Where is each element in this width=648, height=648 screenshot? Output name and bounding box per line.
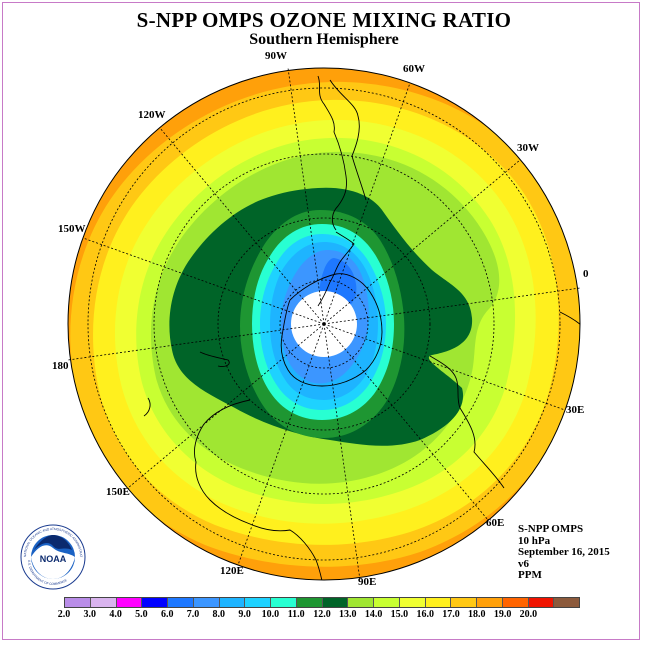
info-units: PPM	[518, 569, 542, 581]
lon-label-0: 0	[583, 268, 589, 280]
colorbar-tick-label: 16.0	[416, 609, 434, 620]
africa-coast	[429, 311, 580, 489]
colorbar-tick-label: 15.0	[390, 609, 409, 620]
colorbar-segment	[502, 598, 529, 607]
meridian-120e	[237, 323, 325, 566]
meridian-90w	[287, 67, 325, 325]
colorbar-tick-label: 7.0	[186, 609, 200, 620]
meridian-0-180	[323, 287, 581, 325]
meridian-30e	[323, 323, 566, 411]
colorbar-tick-label: 3.0	[83, 609, 97, 620]
south-america-coast	[317, 75, 367, 231]
map-title: S-NPP OMPS OZONE MIXING RATIO	[136, 8, 512, 32]
meridian-120w	[159, 127, 325, 325]
colorbar-tick-label: 11.0	[287, 609, 305, 620]
colorbar-segment	[193, 598, 220, 607]
colorbar-tick-label: 8.0	[212, 609, 226, 620]
map-subtitle: Southern Hemisphere	[249, 31, 399, 48]
colorbar-tick-label: 17.0	[442, 609, 460, 620]
lon-label-30w: 30W	[517, 142, 539, 154]
colorbar-tick-label: 14.0	[364, 609, 383, 620]
graticule	[67, 67, 581, 581]
colorbar-segment	[554, 598, 579, 607]
latitude-circle-60s	[217, 217, 431, 431]
colorbar-segment	[477, 598, 503, 607]
colorbar-ticks: 2.0 3.0 4.0 5.0 6.0 7.0 8.0 9.0 10.0 11.0 12.0 13.0…	[0, 609, 648, 623]
colorbar-segment	[168, 598, 194, 607]
lon-label-120w: 120W	[138, 109, 166, 121]
colorbar-segment	[219, 598, 246, 607]
colorbar-tick-label: 10.0	[261, 609, 280, 620]
colorbar-tick-label: 13.0	[339, 609, 357, 620]
colorbar-segment	[65, 598, 91, 607]
colorbar-segment	[374, 598, 400, 607]
colorbar-tick-label: 19.0	[493, 609, 512, 620]
meridian-90e	[323, 323, 361, 581]
colorbar-segment	[142, 598, 168, 607]
product-info: S-NPP OMPS 10 hPa September 16, 2015 v6 …	[518, 523, 610, 582]
antarctica-coast	[280, 273, 383, 387]
meridian-150e	[127, 323, 325, 489]
colorbar-tick-label: 2.0	[57, 609, 71, 620]
colorbar-segment	[528, 598, 555, 607]
info-instrument: S-NPP OMPS	[518, 523, 584, 535]
info-level: 10 hPa	[518, 534, 551, 547]
meridian-60e	[323, 323, 489, 521]
new-zealand-coast	[143, 351, 230, 417]
lon-label-120e: 120E	[220, 565, 244, 577]
colorbar-tick-label: 6.0	[160, 609, 174, 620]
info-date: September 16, 2015	[518, 546, 610, 558]
lon-label-60e: 60E	[486, 517, 505, 529]
lon-label-60w: 60W	[403, 63, 425, 75]
meridian-30w	[323, 159, 521, 325]
colorbar-segment	[322, 598, 349, 607]
latitude-circle-80s	[279, 279, 369, 369]
colorbar-segment	[451, 598, 477, 607]
colorbar-segment	[399, 598, 426, 607]
colorbar-segment	[425, 598, 452, 607]
colorbar-tick-label: 20.0	[519, 609, 538, 620]
colorbar-tick-label: 12.0	[313, 609, 331, 620]
antarctic-peninsula	[317, 231, 355, 307]
figure-frame	[2, 2, 640, 640]
colorbar-tick-label: 5.0	[135, 609, 148, 620]
lon-label-30e: 30E	[566, 404, 585, 416]
lon-label-90w: 90W	[265, 50, 287, 62]
lon-label-150w: 150W	[58, 223, 86, 235]
latitude-circle-40s	[153, 153, 495, 495]
info-version: v6	[518, 557, 529, 570]
colorbar-segment	[90, 598, 117, 607]
meridian-150w	[82, 237, 325, 325]
lon-label-150e: 150E	[106, 486, 130, 498]
colorbar-segment	[348, 598, 374, 607]
latitude-circle-20s	[87, 87, 561, 561]
colorbar-tick-label: 18.0	[468, 609, 486, 620]
ozone-field	[68, 68, 580, 580]
colorbar-segment	[116, 598, 143, 607]
noaa-logo: NOAA NATIONAL OCEANIC AND ATMOSPHERIC AD…	[20, 524, 86, 590]
colorbar-segment	[271, 598, 297, 607]
meridian-180	[67, 323, 325, 361]
colorbar-segment	[245, 598, 271, 607]
meridian-60w	[323, 82, 411, 325]
colorbar-tick-label: 4.0	[109, 609, 122, 620]
coastlines	[143, 75, 580, 580]
lon-label-90e: 90E	[358, 576, 377, 588]
australia-coast	[193, 399, 325, 580]
colorbar-segment	[296, 598, 323, 607]
colorbar	[64, 597, 580, 608]
lon-label-180: 180	[52, 360, 69, 372]
globe-outline	[67, 67, 581, 581]
noaa-logo-text: NOAA	[40, 554, 67, 564]
colorbar-tick-label: 9.0	[238, 609, 251, 620]
